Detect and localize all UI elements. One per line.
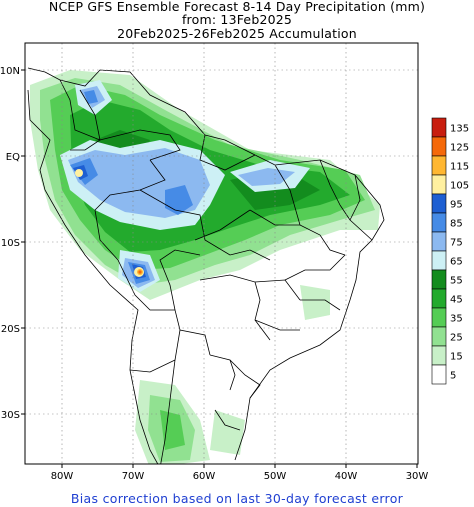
legend-label-55: 55 xyxy=(450,276,463,287)
legend-swatch-5 xyxy=(431,364,447,385)
map-frame xyxy=(24,42,419,465)
legend-label-35: 35 xyxy=(450,314,463,325)
legend-swatch-135 xyxy=(431,117,447,138)
lon-label-40w: 40W xyxy=(335,471,358,482)
bias-correction-note: Bias correction based on last 30-day for… xyxy=(70,491,404,506)
legend-label-45: 45 xyxy=(450,295,463,306)
legend-label-25: 25 xyxy=(450,333,463,344)
legend-swatch-85 xyxy=(431,212,447,233)
country-borders xyxy=(27,67,385,464)
legend-swatch-65 xyxy=(431,250,447,271)
legend-swatch-125 xyxy=(431,136,447,157)
lat-label-10n: 10N xyxy=(0,66,20,77)
legend-label-105: 105 xyxy=(450,181,469,192)
lat-label-20s: 20S xyxy=(1,324,20,335)
legend-swatch-25 xyxy=(431,326,447,347)
lon-label-80w: 80W xyxy=(51,471,74,482)
legend-label-75: 75 xyxy=(450,238,463,249)
lat-label-eq: EQ xyxy=(6,152,20,163)
legend-label-5: 5 xyxy=(450,371,456,382)
legend-swatch-105 xyxy=(431,174,447,195)
legend-label-115: 115 xyxy=(450,162,469,173)
lon-label-60w: 60W xyxy=(193,471,216,482)
legend-label-135: 135 xyxy=(450,124,469,135)
axis-ticks xyxy=(21,69,418,468)
legend-swatch-15 xyxy=(431,345,447,366)
legend-label-95: 95 xyxy=(450,200,463,211)
legend-swatch-75 xyxy=(431,231,447,252)
forecast-start-date: from: 13Feb2025 xyxy=(181,12,293,27)
map-title: NCEP GFS Ensemble Forecast 8-14 Day Prec… xyxy=(48,0,426,14)
rain-105-125mm-areas xyxy=(75,169,144,277)
lon-label-70w: 70W xyxy=(122,471,145,482)
legend-swatch-35 xyxy=(431,307,447,328)
legend-swatch-95 xyxy=(431,193,447,214)
legend-label-85: 85 xyxy=(450,219,463,230)
lon-label-30w: 30W xyxy=(406,471,429,482)
legend-label-65: 65 xyxy=(450,257,463,268)
lat-label-10s: 10S xyxy=(1,238,20,249)
legend-swatch-55 xyxy=(431,269,447,290)
legend-label-15: 15 xyxy=(450,352,463,363)
lat-label-30s: 30S xyxy=(1,410,20,421)
legend-swatch-115 xyxy=(431,155,447,176)
legend-swatch-45 xyxy=(431,288,447,309)
precipitation-legend: 135 125 115 105 95 85 75 65 55 45 35 25 15 5 xyxy=(431,117,469,385)
accumulation-period: 20Feb2025-26Feb2025 Accumulation xyxy=(117,26,357,41)
map-plot-area xyxy=(25,43,418,464)
lon-label-50w: 50W xyxy=(264,471,287,482)
legend-label-125: 125 xyxy=(450,143,469,154)
